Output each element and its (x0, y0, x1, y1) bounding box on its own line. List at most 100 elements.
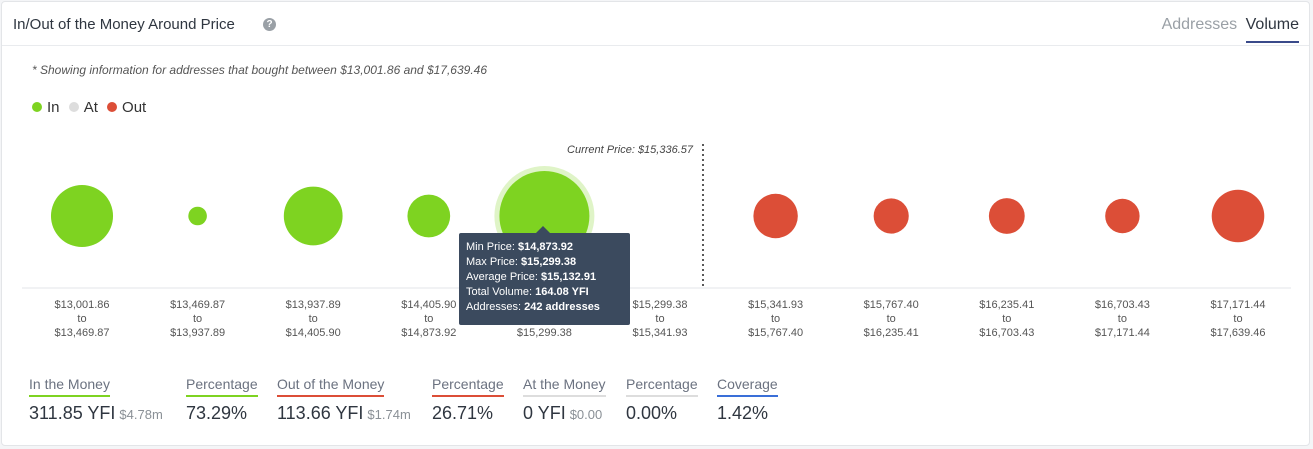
x-tick-label: $13,001.86 (54, 299, 109, 311)
bubble-tooltip: Min Price: $14,873.92 Max Price: $15,299… (459, 226, 630, 325)
bubble-in[interactable] (283, 186, 343, 246)
legend-dot-at (68, 102, 79, 112)
x-tick-label: to (77, 313, 86, 325)
stat-value-row: 0.00% (626, 403, 698, 424)
bubble-out[interactable] (988, 198, 1025, 234)
tooltip-vol-label: Total Volume: (466, 286, 533, 298)
stat-in-percentage: Percentage 73.29% (186, 376, 258, 424)
stat-label: Percentage (626, 376, 698, 397)
x-tick-label: $14,405.90 (286, 327, 341, 339)
stat-value-row: 311.85 YFI $4.78m (29, 403, 163, 424)
x-tick-label: to (1118, 313, 1127, 325)
stat-sub: $1.74m (367, 407, 411, 422)
bubble-in[interactable] (188, 206, 207, 226)
legend-item-out[interactable]: Out (107, 99, 146, 116)
tooltip-addr-row: Addresses: 242 addresses (466, 300, 630, 315)
bubble-in[interactable] (50, 184, 114, 248)
x-tick-label: to (1233, 313, 1242, 325)
legend-label-in: In (47, 99, 60, 116)
x-tick-label: $16,235.41 (979, 299, 1034, 311)
stat-value: 1.42% (717, 403, 769, 423)
x-tick-label: $16,235.41 (864, 327, 919, 339)
legend-label-at: At (83, 99, 98, 116)
card-header: In/Out of the Money Around Price ? Addre… (2, 2, 1309, 46)
x-tick-label: $15,299.38 (517, 327, 572, 339)
legend-item-in[interactable]: In (32, 99, 60, 116)
range-note: * Showing information for addresses that… (32, 63, 487, 77)
stat-sub: $4.78m (119, 407, 163, 422)
tooltip-max-value: $15,299.38 (521, 256, 577, 268)
x-tick-label: to (887, 313, 896, 325)
tooltip-avg-value: $15,132.91 (541, 271, 597, 283)
bubble-out[interactable] (1211, 189, 1265, 243)
legend-label-out: Out (122, 99, 147, 116)
card-title: In/Out of the Money Around Price (13, 16, 235, 33)
stat-label: Coverage (717, 376, 778, 397)
chart-legend: In At Out (32, 99, 151, 116)
x-tick-label: $15,299.38 (632, 299, 687, 311)
x-tick-label: $14,873.92 (401, 327, 456, 339)
view-tabs: Addresses Volume (1158, 16, 1299, 43)
stat-label: Out of the Money (277, 376, 385, 397)
tooltip-vol-value: 164.08 YFI (535, 286, 589, 298)
x-tick-label: $15,341.93 (748, 299, 803, 311)
x-tick-label: $17,171.44 (1095, 327, 1150, 339)
legend-item-at[interactable]: At (68, 99, 98, 116)
tooltip-avg-label: Average Price: (466, 271, 538, 283)
bubble-out[interactable] (753, 193, 798, 239)
stat-value-row: 113.66 YFI $1.74m (277, 403, 411, 424)
stat-value-row: 1.42% (717, 403, 778, 424)
stat-label: Percentage (432, 376, 504, 397)
tab-volume[interactable]: Volume (1245, 16, 1299, 43)
bubble-out[interactable] (1105, 198, 1140, 234)
tooltip-avg-row: Average Price: $15,132.91 (466, 270, 630, 285)
x-tick-label: $14,405.90 (401, 299, 456, 311)
stat-value: 113.66 YFI (277, 403, 364, 423)
x-tick-label: to (424, 313, 433, 325)
bubble-out[interactable] (873, 198, 909, 234)
x-tick-label: $15,767.40 (864, 299, 919, 311)
stat-value: 311.85 YFI (29, 403, 116, 423)
x-tick-label: $16,703.43 (979, 327, 1034, 339)
x-tick-label: $13,937.89 (286, 299, 341, 311)
legend-dot-out (107, 102, 118, 112)
tooltip-addr-label: Addresses: (466, 301, 522, 313)
tooltip-addr-value: 242 addresses (524, 301, 600, 313)
x-tick-label: $15,767.40 (748, 327, 803, 339)
x-tick-label: to (655, 313, 664, 325)
stat-value-row: 0 YFI $0.00 (523, 403, 606, 424)
tab-addresses[interactable]: Addresses (1161, 16, 1238, 33)
stat-sub: $0.00 (569, 407, 603, 422)
question-circle-icon[interactable]: ? (263, 18, 276, 31)
x-tick-label: $13,469.87 (54, 327, 109, 339)
stat-out-percentage: Percentage 26.71% (432, 376, 504, 424)
tooltip-min-row: Min Price: $14,873.92 (466, 240, 630, 255)
x-tick-label: $13,469.87 (170, 299, 225, 311)
tooltip-min-value: $14,873.92 (517, 241, 574, 253)
stat-in-the-money: In the Money 311.85 YFI $4.78m (29, 376, 163, 424)
x-tick-label: $13,937.89 (170, 327, 225, 339)
stat-label: Percentage (186, 376, 258, 397)
stat-value-row: 26.71% (432, 403, 504, 424)
stat-label: At the Money (523, 376, 606, 397)
tooltip-vol-row: Total Volume: 164.08 YFI (466, 285, 630, 300)
bubble-in[interactable] (407, 194, 451, 238)
x-tick-label: $16,703.43 (1095, 299, 1150, 311)
stat-value: 26.71% (432, 403, 494, 423)
stat-at-percentage: Percentage 0.00% (626, 376, 698, 424)
stat-value: 73.29% (186, 403, 248, 423)
stat-value-row: 73.29% (186, 403, 258, 424)
stat-at-the-money: At the Money 0 YFI $0.00 (523, 376, 606, 424)
stat-label: In the Money (29, 376, 110, 397)
tooltip-max-label: Max Price: (466, 256, 518, 268)
current-price-label: Current Price: $15,336.57 (567, 144, 694, 156)
stat-coverage: Coverage 1.42% (717, 376, 778, 424)
legend-dot-in (32, 102, 42, 112)
stat-value: 0 YFI (523, 403, 566, 423)
x-tick-label: to (309, 313, 318, 325)
tooltip-max-row: Max Price: $15,299.38 (466, 255, 630, 270)
stat-value: 0.00% (626, 403, 678, 423)
x-tick-label: $17,171.44 (1210, 299, 1265, 311)
x-tick-label: to (771, 313, 780, 325)
